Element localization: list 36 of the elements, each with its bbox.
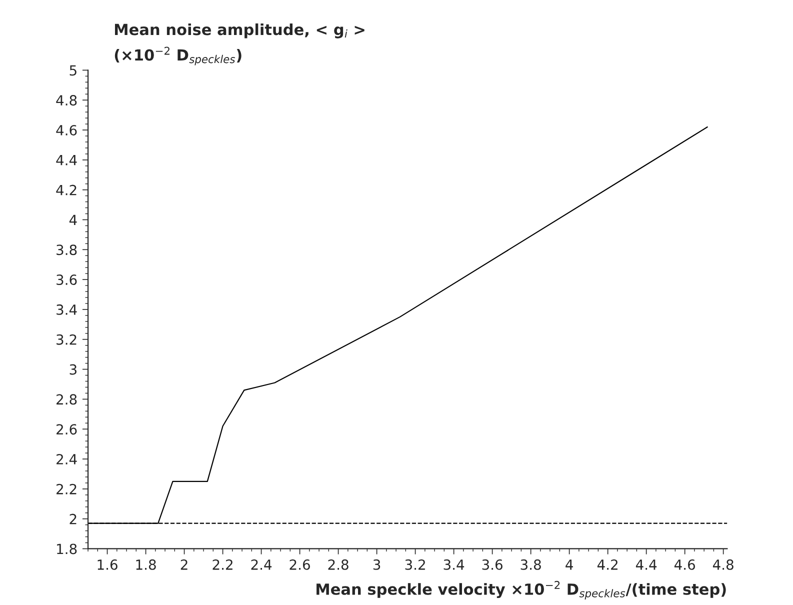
y-tick-label: 1.8 (57, 544, 77, 554)
y-tick-label: 2.8 (56, 394, 77, 405)
x-tick-label: 4.6 (674, 559, 695, 570)
y-tick-label: 4.2 (56, 184, 76, 196)
y-tick-label: 2.2 (56, 484, 76, 494)
x-tick-label: 2.2 (212, 559, 232, 570)
y-tick-label: 2.4 (56, 454, 77, 464)
x-tick-label: 2.4 (251, 559, 272, 570)
y-tick-label: 4.6 (56, 124, 77, 136)
y-tick-label: 4.4 (56, 155, 77, 166)
y-tick-label: 3.4 (56, 304, 77, 315)
y-tick-label: 4 (69, 214, 77, 226)
y-tick-label: 2.6 (56, 424, 77, 435)
text: Mean noise amplitude, < g$_{i}$ > (×10$^{−2}$ D$_{speckles}$) (114, 23, 364, 66)
x-tick-label: 3.2 (405, 559, 425, 570)
x-tick-label: 1.6 (98, 559, 118, 570)
y-tick-label: 3 (70, 364, 76, 375)
x-tick-label: 4.2 (597, 559, 618, 570)
y-tick-label: 4.8 (56, 95, 77, 106)
x-tick-label: 3.8 (520, 559, 541, 570)
x-tick-label: 2.6 (290, 559, 310, 570)
x-tick-label: 1.8 (136, 559, 156, 570)
x-tick-label: 2 (180, 559, 188, 570)
y-tick-label: 3.8 (56, 244, 77, 256)
x-tick-label: 3.6 (482, 559, 502, 570)
y-tick-label: 5 (70, 65, 76, 76)
x-tick-label: 3 (373, 559, 380, 570)
x-tick-label: 3.4 (444, 559, 464, 570)
x-axis-title: Mean speckle velocity ×10$^{−2}$ D$_{speckles}$/(time step) (316, 580, 726, 600)
x-tick-label: 4 (566, 560, 573, 570)
y-tick-label: 3.6 (56, 274, 77, 286)
x-tick-label: 4.8 (712, 559, 734, 570)
x-tick-label: 4.4 (636, 560, 657, 570)
y-tick-label: 2 (70, 514, 76, 524)
x-tick-label: 2.8 (328, 559, 348, 570)
y-tick-label: 3.2 (56, 334, 76, 345)
